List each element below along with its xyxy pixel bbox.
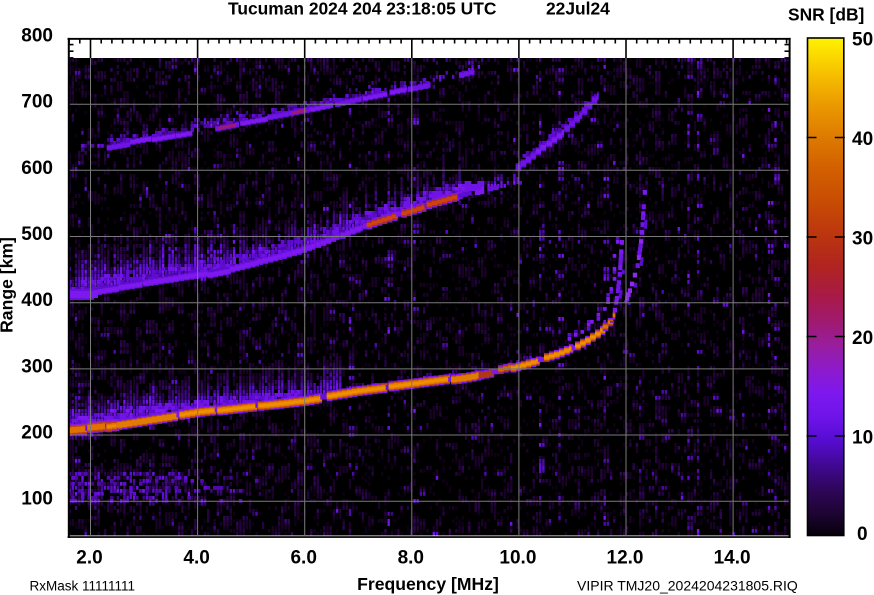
svg-text:40: 40 bbox=[852, 129, 873, 150]
svg-text:200: 200 bbox=[21, 423, 53, 444]
svg-text:RxMask 11111111: RxMask 11111111 bbox=[30, 579, 136, 594]
svg-text:700: 700 bbox=[21, 92, 53, 113]
svg-text:VIPIR TMJ20_2024204231805.RIQ: VIPIR TMJ20_2024204231805.RIQ bbox=[577, 578, 798, 594]
svg-text:6.0: 6.0 bbox=[290, 547, 316, 568]
svg-text:20: 20 bbox=[852, 328, 873, 349]
svg-text:SNR [dB]: SNR [dB] bbox=[788, 5, 864, 25]
svg-text:50: 50 bbox=[852, 29, 873, 50]
svg-text:0: 0 bbox=[857, 524, 868, 545]
svg-text:100: 100 bbox=[21, 489, 53, 510]
svg-text:400: 400 bbox=[21, 290, 53, 311]
svg-text:Range [km]: Range [km] bbox=[0, 237, 17, 333]
svg-text:300: 300 bbox=[21, 356, 53, 377]
svg-text:800: 800 bbox=[21, 26, 53, 47]
svg-text:Tucuman 2024 204 23:18:05 UTC: Tucuman 2024 204 23:18:05 UTC bbox=[228, 0, 497, 19]
svg-text:10.0: 10.0 bbox=[499, 547, 536, 568]
svg-text:2.0: 2.0 bbox=[76, 547, 102, 568]
svg-text:600: 600 bbox=[21, 158, 53, 179]
svg-text:30: 30 bbox=[852, 228, 873, 249]
svg-text:14.0: 14.0 bbox=[714, 547, 751, 568]
svg-text:500: 500 bbox=[21, 224, 53, 245]
svg-text:4.0: 4.0 bbox=[183, 547, 209, 568]
svg-text:8.0: 8.0 bbox=[398, 547, 424, 568]
svg-text:Frequency [MHz]: Frequency [MHz] bbox=[357, 574, 499, 594]
svg-text:12.0: 12.0 bbox=[607, 547, 644, 568]
svg-text:22Jul24: 22Jul24 bbox=[546, 0, 610, 19]
svg-text:10: 10 bbox=[852, 427, 873, 448]
